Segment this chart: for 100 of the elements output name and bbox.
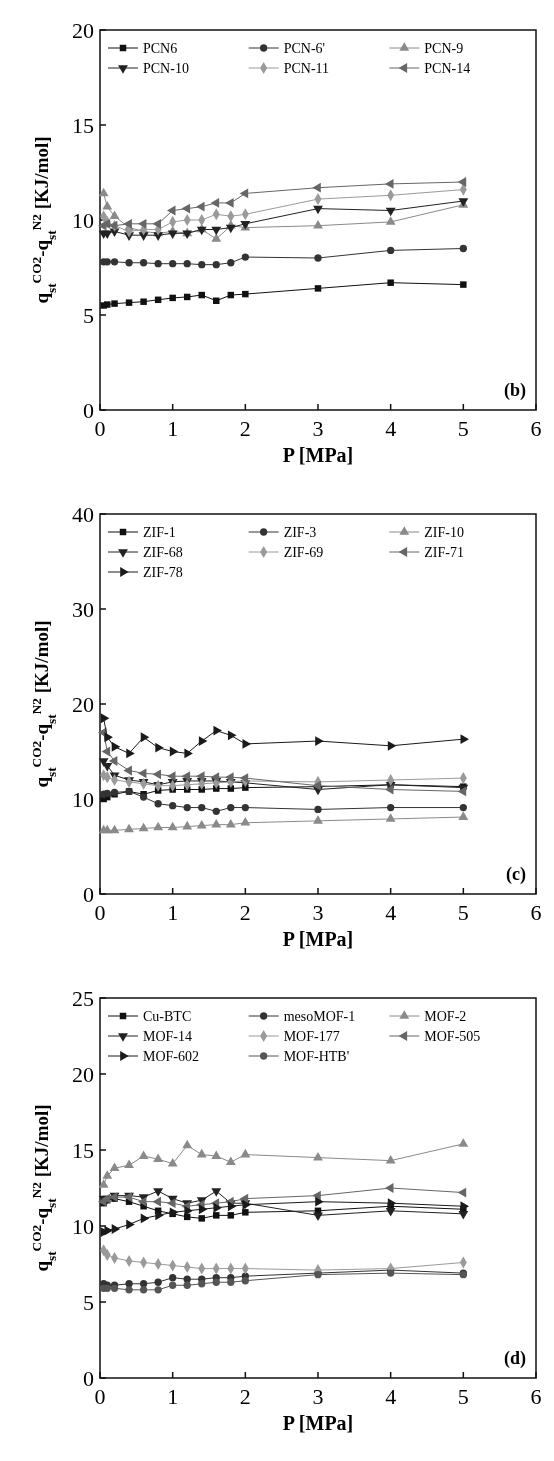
- y-tick-label: 0: [83, 881, 94, 907]
- point: [109, 210, 120, 220]
- point: [102, 201, 113, 210]
- legend-label: Cu-BTC: [143, 1008, 192, 1024]
- point: [212, 807, 220, 815]
- point: [242, 290, 249, 298]
- y-tick-label: 10: [72, 786, 94, 812]
- point: [227, 259, 235, 267]
- point: [198, 803, 206, 812]
- point: [155, 742, 164, 753]
- point: [384, 1183, 394, 1193]
- point: [458, 1138, 469, 1147]
- x-tick-label: 3: [312, 1384, 324, 1409]
- point: [225, 197, 234, 208]
- point: [387, 1198, 397, 1209]
- y-tick-label: 30: [72, 596, 94, 622]
- point: [140, 1213, 150, 1224]
- point: [313, 220, 323, 229]
- annotation: (c): [506, 864, 526, 885]
- legend-label: ZIF-78: [143, 564, 183, 580]
- point: [166, 771, 176, 782]
- x-axis-title: P [MPa]: [282, 928, 354, 950]
- point: [241, 253, 249, 261]
- y-tick-label: 20: [72, 691, 94, 717]
- point: [137, 1196, 147, 1207]
- point: [125, 299, 133, 306]
- point: [167, 821, 178, 831]
- point: [213, 297, 220, 304]
- point: [242, 738, 252, 749]
- point: [385, 813, 396, 822]
- point: [384, 784, 394, 795]
- point: [139, 1286, 148, 1294]
- point: [457, 177, 467, 187]
- point: [126, 748, 135, 759]
- point: [139, 259, 148, 267]
- point: [184, 748, 193, 759]
- point: [314, 805, 322, 814]
- legend-label: PCN-11: [283, 60, 330, 76]
- point: [125, 259, 133, 267]
- point: [314, 254, 322, 262]
- point: [153, 821, 164, 831]
- point: [152, 218, 161, 229]
- point: [124, 823, 134, 833]
- y-tick-label: 40: [72, 501, 94, 527]
- point: [211, 818, 222, 828]
- point: [211, 233, 222, 242]
- x-tick-label: 3: [312, 900, 324, 925]
- point: [457, 1187, 467, 1198]
- point: [213, 1202, 222, 1213]
- point: [140, 298, 147, 305]
- x-tick-label: 2: [239, 416, 251, 441]
- point: [137, 768, 147, 779]
- point: [184, 1205, 193, 1216]
- point: [198, 1280, 206, 1288]
- point: [109, 824, 120, 834]
- point: [123, 765, 132, 776]
- point: [183, 1275, 191, 1283]
- point: [138, 822, 149, 832]
- y-tick-label: 20: [72, 17, 94, 43]
- point: [98, 1179, 109, 1188]
- point: [182, 1139, 193, 1149]
- x-tick-label: 2: [239, 1384, 251, 1409]
- point: [210, 772, 220, 783]
- point: [100, 713, 110, 724]
- point: [126, 1219, 135, 1230]
- point: [387, 279, 394, 286]
- point: [137, 218, 147, 229]
- point: [102, 1170, 113, 1179]
- point: [169, 294, 176, 302]
- legend-label: PCN6: [143, 40, 178, 56]
- legend-label: PCN-9: [424, 40, 464, 56]
- point: [239, 188, 249, 199]
- x-tick-label: 1: [167, 416, 179, 441]
- point: [196, 1148, 207, 1158]
- point: [315, 736, 324, 746]
- y-tick-label: 0: [83, 397, 94, 423]
- y-tick-label: 5: [83, 302, 94, 328]
- point: [183, 260, 191, 268]
- point: [198, 736, 208, 746]
- point: [153, 1188, 164, 1197]
- x-tick-label: 4: [385, 1384, 397, 1409]
- point: [152, 1196, 161, 1207]
- point: [166, 205, 176, 216]
- x-tick-label: 4: [385, 416, 397, 441]
- point: [102, 824, 113, 834]
- point: [169, 802, 177, 810]
- point: [154, 260, 162, 268]
- y-tick-label: 15: [72, 1137, 94, 1163]
- point: [124, 1159, 134, 1169]
- point: [196, 201, 205, 212]
- point: [385, 216, 396, 225]
- x-tick-label: 5: [457, 900, 469, 925]
- legend-label: MOF-HTB': [283, 1048, 350, 1064]
- legend-label: PCN-6': [283, 40, 326, 56]
- point: [387, 740, 397, 751]
- legend-label: MOF-602: [143, 1048, 200, 1064]
- y-tick-label: 0: [83, 1365, 94, 1391]
- point: [98, 187, 109, 197]
- legend-label: ZIF-3: [283, 524, 317, 540]
- point: [459, 244, 467, 253]
